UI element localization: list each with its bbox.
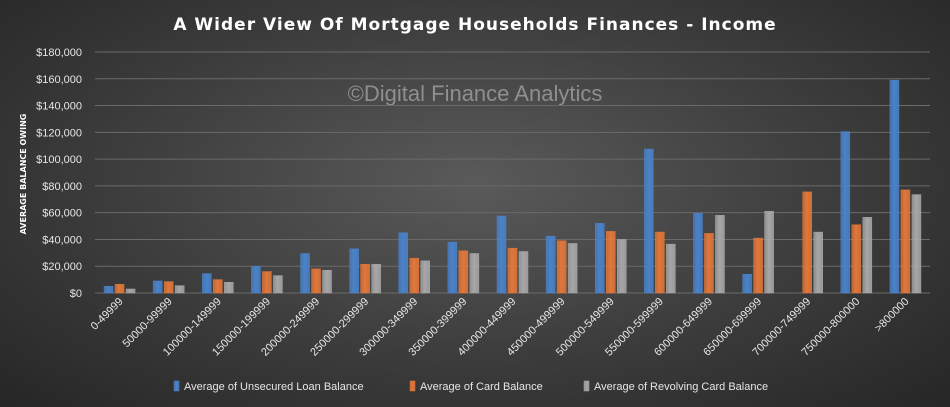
bar [251,265,261,294]
y-tick-label: $20,000 [42,261,82,273]
gridlines [95,51,930,294]
legend-swatch [583,380,590,392]
y-axis-label: AVERAGE BALANCE OWING [19,114,28,235]
bar [742,274,752,294]
bar [851,224,862,294]
bar [644,148,654,294]
legend: Average of Unsecured Loan Balance Average… [173,380,768,393]
bar [655,231,665,294]
legend-swatch [173,380,180,392]
bars [103,79,922,294]
bar [398,232,409,294]
bar [447,241,458,294]
bar [567,243,578,294]
bar [715,215,725,294]
bar [103,286,114,294]
legend-label: Average of Unsecured Loan Balance [184,381,364,393]
bar [202,273,212,294]
bar [556,240,567,294]
y-tick-label: $160,000 [36,74,82,86]
bar [273,275,283,294]
y-axis-ticks: $0 $20,000 $40,000 $60,000 $80,000 $100,000 $1… [36,47,82,300]
bar [802,191,812,294]
y-tick-label: $0 [70,288,82,300]
bar [322,269,332,294]
y-tick-label: $80,000 [42,181,82,193]
bar [163,281,174,294]
legend-label: Average of Card Balance [420,381,543,393]
bar [862,217,873,294]
bar [371,263,381,294]
y-tick-label: $140,000 [36,101,82,113]
bar [900,189,911,294]
bar [420,260,431,294]
bar [911,194,922,294]
x-axis-ticks: 0-4999950000-99999100000-149999150000-19… [89,296,912,359]
legend-label: Average of Revolving Card Balance [594,381,768,393]
bar [311,268,321,294]
bar [840,131,851,294]
y-tick-label: $40,000 [42,234,82,246]
bar [594,223,605,294]
bar [889,79,900,294]
bar [262,271,272,294]
bar [224,282,234,294]
watermark: ©Digital Finance Analytics [348,81,603,106]
bar [409,257,420,294]
bar [545,235,556,294]
y-tick-label: $100,000 [36,154,82,166]
bar [518,251,529,294]
bar [704,233,714,294]
bar [458,250,469,294]
bar [152,280,163,294]
bar [349,248,359,294]
bar [300,253,310,294]
bar [616,239,627,294]
bar [125,288,136,294]
bar [666,243,676,294]
y-tick-label: $60,000 [42,208,82,220]
y-tick-label: $180,000 [36,47,82,59]
bar [174,285,185,294]
bar [605,231,616,294]
bar [693,213,703,294]
bar [360,263,370,294]
bar [469,253,480,294]
bar [813,231,823,294]
chart-title: A Wider View Of Mortgage Households Fina… [173,15,776,35]
bar [764,211,774,294]
bar [213,279,223,294]
bar [496,215,507,294]
legend-swatch [409,380,416,392]
y-tick-label: $120,000 [36,127,82,139]
bar [753,237,763,294]
bar [114,284,125,294]
x-tick-label: 50000-99999 [120,296,174,350]
bar [507,247,518,294]
x-tick-label: 0-49999 [89,296,126,333]
x-tick-label: >800000 [873,296,912,335]
